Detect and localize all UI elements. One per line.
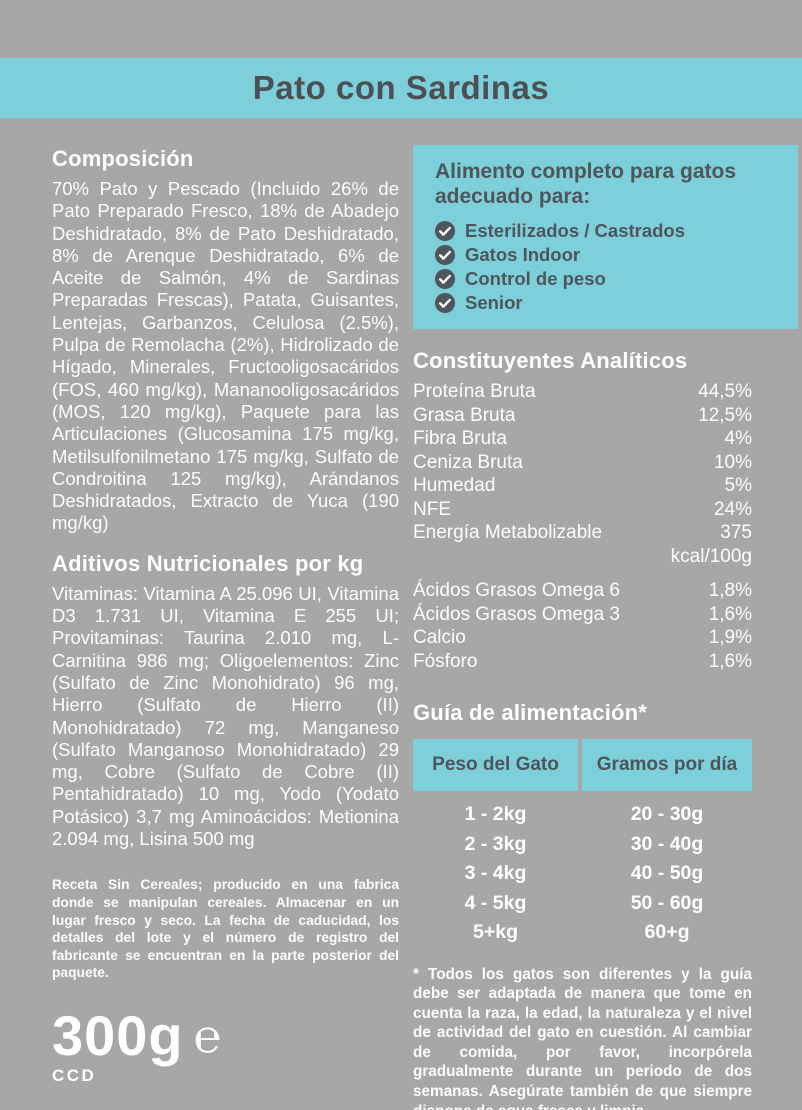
analytical-row: kcal/100g xyxy=(413,545,752,569)
analytical-row: Humedad 5% xyxy=(413,474,752,498)
suitability-item-label: Gatos Indoor xyxy=(465,244,581,265)
feeding-guide-footnote: * Todos los gatos son diferentes y la gu… xyxy=(413,965,752,1110)
analytical-heading: Constituyentes Analíticos xyxy=(413,348,688,373)
check-circle-icon xyxy=(435,269,455,289)
grain-free-disclaimer: Receta Sin Cereales; producido en una fa… xyxy=(52,877,399,981)
analytical-label: Ceniza Bruta xyxy=(413,451,523,473)
grams-range: 60+g xyxy=(644,921,690,943)
analytical-value: 44,5% xyxy=(698,381,752,402)
suitability-item-label: Control de peso xyxy=(465,268,606,289)
analytical-row: Grasa Bruta 12,5% xyxy=(413,404,752,428)
analytical-row: Energía Metabolizable 375 xyxy=(413,521,752,545)
analytical-label: Energía Metabolizable xyxy=(413,522,603,543)
analytical-label: Ácidos Grasos Omega 3 xyxy=(413,603,620,625)
analytical-value: 1,9% xyxy=(708,627,752,648)
net-weight: 300g xyxy=(52,1003,184,1067)
product-title: Pato con Sardinas xyxy=(252,69,550,106)
grams-range: 50 - 60g xyxy=(630,891,704,914)
composition-text: 70% Pato y Pescado (Incluido 26% de Pato… xyxy=(52,178,399,534)
table-row: 5+kg 60+g xyxy=(413,918,752,948)
column-header: Peso del Gato xyxy=(413,739,578,791)
analytical-row: Ácidos Grasos Omega 3 1,6% xyxy=(413,603,752,627)
analytical-value: 10% xyxy=(713,451,752,473)
feeding-guide-heading: Guía de alimentación* xyxy=(413,700,648,725)
analytical-value: 24% xyxy=(713,498,752,520)
check-circle-icon xyxy=(435,245,455,265)
analytical-value: 4% xyxy=(724,428,752,449)
analytical-constituents: Constituyentes Analíticos Proteína Bruta… xyxy=(413,348,752,726)
analytical-row: Fibra Bruta 4% xyxy=(413,427,752,451)
grams-range: 20 - 30g xyxy=(630,803,704,825)
analytical-label: Fósforo xyxy=(413,650,478,672)
weight-range: 1 - 2kg xyxy=(464,803,527,825)
suitability-list: Esterilizados / Castrados Gatos Indoor C… xyxy=(435,219,780,315)
table-row: 1 - 2kg 20 - 30g xyxy=(413,800,752,830)
analytical-label: Ácidos Grasos Omega 6 xyxy=(413,580,620,601)
analytical-value: 1,6% xyxy=(708,603,752,625)
analytical-label: Proteína Bruta xyxy=(413,381,536,402)
additives-text: Vitaminas: Vitamina A 25.096 UI, Vitamin… xyxy=(52,582,399,850)
grams-range: 40 - 50g xyxy=(630,862,704,884)
spacer xyxy=(413,568,752,579)
analytical-label: NFE xyxy=(413,498,451,520)
suitability-heading: Alimento completo para gatos adecuado pa… xyxy=(435,160,737,208)
feeding-table-header: Peso del Gato Gramos por día xyxy=(413,739,752,791)
feeding-guide-table: Peso del Gato Gramos por día 1 - 2kg 20 -… xyxy=(413,739,752,948)
left-column: Composición 70% Pato y Pescado (Incluido… xyxy=(52,146,399,1086)
right-column: Alimento completo para gatos adecuado pa… xyxy=(413,145,798,1110)
weight-range: 2 - 3kg xyxy=(464,832,527,855)
analytical-label: Calcio xyxy=(413,627,466,648)
analytical-value: kcal/100g xyxy=(670,545,752,567)
check-circle-icon xyxy=(435,221,455,241)
column-header: Gramos por día xyxy=(582,739,752,791)
suitability-box: Alimento completo para gatos adecuado pa… xyxy=(413,145,798,329)
list-item: Senior xyxy=(435,291,780,315)
analytical-value: 12,5% xyxy=(698,404,752,426)
estimated-sign-icon: ℮ xyxy=(193,1009,222,1062)
analytical-value: 5% xyxy=(724,475,752,496)
suitability-item-label: Senior xyxy=(465,292,523,313)
weight-range: 4 - 5kg xyxy=(464,891,527,914)
weight-range: 3 - 4kg xyxy=(464,862,527,884)
analytical-row: Ácidos Grasos Omega 6 1,8% xyxy=(413,579,752,603)
title-band: Pato con Sardinas xyxy=(0,58,802,118)
table-row: 3 - 4kg 40 - 50g xyxy=(413,859,752,889)
table-row: 2 - 3kg 30 - 40g xyxy=(413,830,752,860)
suitability-item-label: Esterilizados / Castrados xyxy=(465,220,686,241)
list-item: Esterilizados / Castrados xyxy=(435,219,780,243)
analytical-row: Proteína Bruta 44,5% xyxy=(413,380,752,404)
feeding-table-body: 1 - 2kg 20 - 30g 2 - 3kg 30 - 40g 3 - 4kg 4… xyxy=(413,800,752,948)
table-row: 4 - 5kg 50 - 60g xyxy=(413,889,752,919)
analytical-label: Grasa Bruta xyxy=(413,404,516,426)
weight-range: 5+kg xyxy=(473,921,518,943)
analytical-label: Humedad xyxy=(413,475,496,496)
analytical-row: NFE 24% xyxy=(413,498,752,522)
additives-heading: Aditivos Nutricionales por kg xyxy=(52,550,364,576)
analytical-row: Calcio 1,9% xyxy=(413,626,752,650)
analytical-label: Fibra Bruta xyxy=(413,428,507,449)
net-weight-row: 300g ℮ xyxy=(52,1003,399,1067)
analytical-value: 375 xyxy=(720,522,752,543)
analytical-value: 1,6% xyxy=(708,650,752,672)
grams-range: 30 - 40g xyxy=(630,832,704,855)
check-circle-icon xyxy=(435,293,455,313)
composition-heading: Composición xyxy=(52,146,194,171)
analytical-value: 1,8% xyxy=(708,580,752,601)
pack-code: CCD xyxy=(52,1065,97,1085)
analytical-row: Fósforo 1,6% xyxy=(413,650,752,674)
list-item: Gatos Indoor xyxy=(435,243,780,267)
analytical-row: Ceniza Bruta 10% xyxy=(413,451,752,475)
list-item: Control de peso xyxy=(435,267,780,291)
